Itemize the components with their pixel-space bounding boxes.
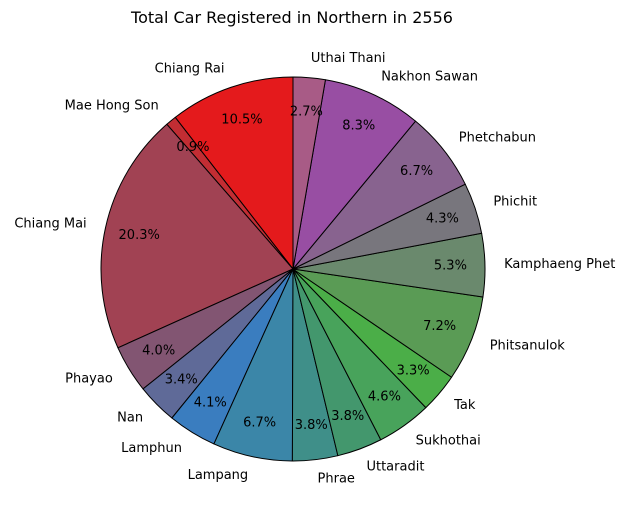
slice-percent-mae-hong-son: 0.9% (176, 140, 209, 155)
slice-label-kamphaeng-phet: Kamphaeng Phet (504, 257, 615, 272)
pie-labels: Chiang Rai Mae Hong Son Chiang Mai Phayao Na… (14, 51, 615, 486)
slice-percent-chiang-mai: 20.3% (119, 228, 160, 243)
slice-percent-kamphaeng-phet: 5.3% (434, 258, 467, 273)
slice-percent-phayao: 4.0% (142, 344, 175, 359)
slice-label-phichit: Phichit (493, 195, 537, 210)
pie-percent-labels: 10.5% 0.9% 20.3% 4.0% 3.4% 4.1% 6.7% 3.8%3.8% 4.… (119, 105, 467, 433)
slice-label-chiang-rai: Chiang Rai (155, 62, 225, 77)
slice-label-phitsanulok: Phitsanulok (490, 338, 566, 353)
slice-percent-sukhothai: 4.6% (368, 390, 401, 405)
slice-percent-nan: 3.4% (165, 372, 198, 387)
slice-percent-uthai-thani: 2.7% (290, 105, 323, 120)
chart-title: Total Car Registered in Northern in 2556 (130, 8, 453, 27)
slice-label-phetchabun: Phetchabun (459, 131, 536, 146)
slice-percent-lamphun: 4.1% (194, 395, 227, 410)
slice-label-uthai-thani: Uthai Thani (311, 51, 386, 66)
slice-label-chiang-mai: Chiang Mai (14, 216, 86, 231)
slice-percent-lampang: 6.7% (243, 415, 276, 430)
slice-label-phrae: Phrae (318, 471, 355, 486)
slice-label-mae-hong-son: Mae Hong Son (65, 98, 159, 113)
slice-percent-phrae: 3.8% (295, 418, 328, 433)
slice-label-nan: Nan (117, 410, 143, 425)
slice-label-lamphun: Lamphun (121, 441, 182, 456)
pie-slice-chiang-rai (174, 76, 294, 270)
slice-label-tak: Tak (453, 398, 476, 413)
pie-slices (100, 76, 486, 462)
slice-percent-phichit: 4.3% (426, 212, 459, 227)
slice-label-uttaradit: Uttaradit (366, 460, 424, 475)
slice-percent-uttaradit: 3.8% (331, 409, 364, 424)
slice-percent-chiang-rai: 10.5% (221, 113, 262, 128)
slice-label-sukhothai: Sukhothai (416, 433, 481, 448)
slice-label-phayao: Phayao (65, 372, 113, 387)
slice-label-lampang: Lampang (188, 468, 249, 483)
pie-slice-nakhon-sawan (292, 79, 416, 270)
slice-percent-tak: 3.3% (397, 363, 430, 378)
slice-percent-phitsanulok: 7.2% (423, 319, 456, 334)
slice-percent-nakhon-sawan: 8.3% (342, 118, 375, 133)
slice-percent-phetchabun: 6.7% (400, 164, 433, 179)
pie-slice-uthai-thani (292, 76, 326, 270)
pie-slice-chiang-mai (100, 123, 294, 349)
slice-label-nakhon-sawan: Nakhon Sawan (381, 70, 478, 85)
